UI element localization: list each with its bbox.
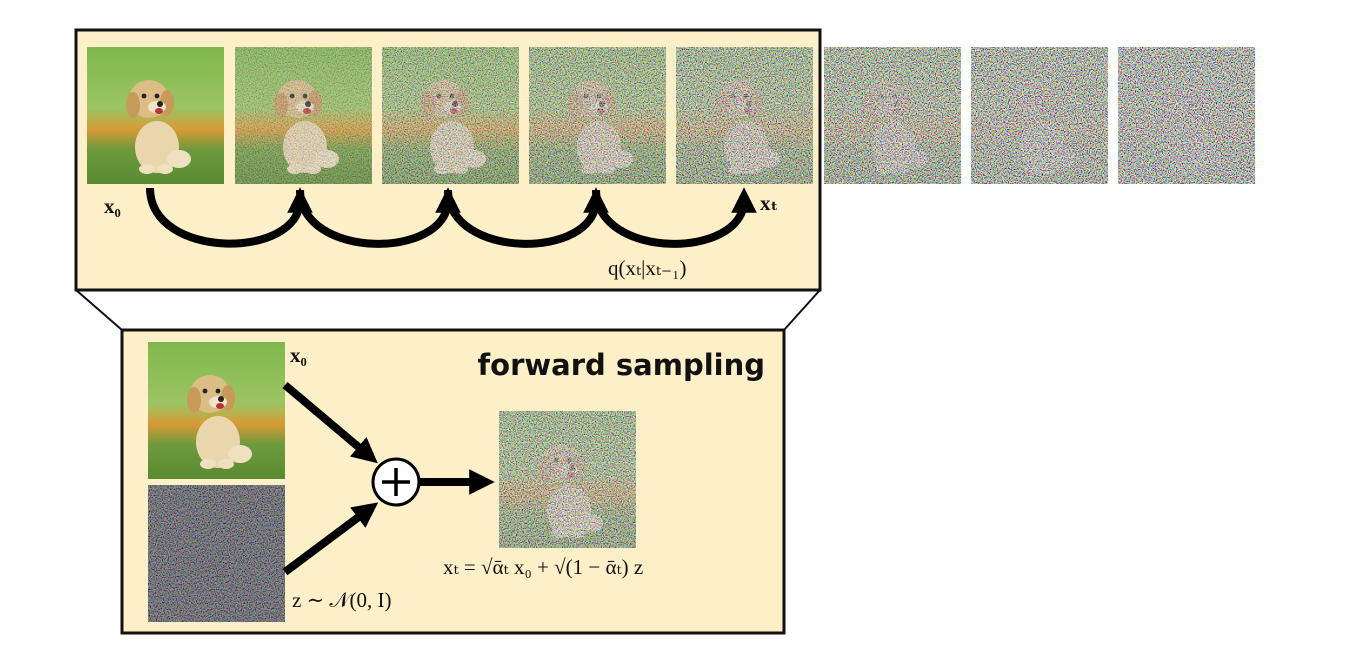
transition-label: q(xₜ|xₜ₋₁) [608, 256, 686, 280]
start-label: x₀ [104, 194, 121, 218]
noise-label: z ∼ 𝒩(0, I) [292, 588, 392, 612]
transition-arrows [146, 187, 757, 248]
frame-image [87, 47, 224, 184]
plus-sign [382, 468, 410, 496]
sampling-arrows [282, 381, 495, 576]
noisy-frames [87, 47, 1255, 184]
zoom-line [783, 289, 821, 331]
zoom-line [75, 289, 123, 331]
equation: xₜ = √ᾱₜ x₀ + √(1 − ᾱₜ) z [443, 555, 643, 579]
result-noise [499, 411, 636, 548]
frame-noise [382, 47, 519, 184]
end-label: xₜ [760, 191, 778, 215]
frame-noise [1118, 47, 1255, 184]
frame-noise [824, 47, 961, 184]
frame-noise [235, 47, 372, 184]
noise-image [148, 485, 285, 622]
input-image [148, 342, 285, 479]
frame-noise [971, 47, 1108, 184]
forward-title: forward sampling [478, 348, 765, 382]
frame-noise [676, 47, 813, 184]
frame-noise [529, 47, 666, 184]
input-label: x₀ [290, 343, 307, 367]
